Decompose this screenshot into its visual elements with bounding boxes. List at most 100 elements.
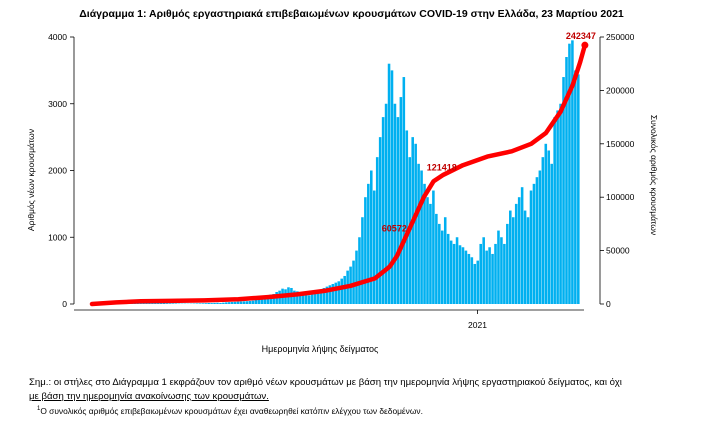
bar — [201, 303, 204, 304]
bar — [565, 57, 568, 304]
bar — [370, 170, 373, 304]
data-label: 121418 — [427, 162, 457, 172]
bar — [405, 130, 409, 304]
bar — [378, 137, 382, 305]
bar — [251, 300, 255, 304]
bar — [358, 237, 361, 304]
bar — [198, 303, 202, 304]
bar — [423, 183, 426, 304]
bar — [260, 297, 264, 304]
bar — [248, 301, 252, 304]
footnote-marker: 1 — [37, 406, 41, 413]
bar — [272, 293, 275, 304]
bar — [367, 183, 370, 304]
bar — [174, 303, 178, 304]
bar — [443, 217, 447, 304]
y-tick-label-right: 0 — [606, 299, 611, 309]
bar — [296, 291, 299, 304]
bar — [417, 163, 420, 304]
bar — [337, 281, 341, 304]
bar — [334, 282, 338, 304]
bar — [473, 263, 477, 304]
bar — [538, 170, 542, 304]
bar — [556, 110, 559, 305]
bar — [550, 163, 553, 304]
chart-note: Σημ.: οι στήλες στο Διάγραμμα 1 εκφράζου… — [29, 376, 679, 404]
bar — [316, 291, 320, 304]
bar — [464, 250, 468, 304]
bar — [304, 294, 308, 304]
data-label: 242347 — [566, 31, 596, 41]
bar — [299, 292, 302, 304]
bar — [245, 301, 249, 304]
bar — [461, 247, 465, 304]
cumulative-line — [89, 42, 588, 307]
x-axis-label: Ημερομηνία λήψης δείγματος — [261, 344, 379, 354]
bar — [446, 233, 450, 304]
bar — [482, 237, 485, 304]
bar — [254, 300, 258, 304]
bar — [228, 302, 231, 304]
bar — [476, 260, 480, 304]
bar — [222, 302, 225, 304]
bar — [429, 203, 432, 305]
bar — [160, 302, 163, 304]
y-tick-label-left: 4000 — [48, 32, 67, 42]
bar — [355, 250, 358, 304]
bar — [242, 301, 246, 304]
footnote: 1Ο συνολικός αριθμός επιβεβαιωμένων κρου… — [37, 406, 687, 416]
bar — [213, 302, 216, 304]
bar — [257, 298, 261, 304]
bar — [319, 289, 323, 304]
bar — [449, 240, 453, 304]
bar — [529, 190, 533, 304]
bar — [553, 117, 556, 304]
bar — [494, 243, 497, 304]
bar — [381, 117, 385, 304]
bar — [325, 286, 329, 304]
bar — [293, 290, 296, 304]
bar — [432, 190, 435, 304]
bar — [467, 253, 471, 304]
bar — [171, 303, 175, 304]
y-tick-label-left: 3000 — [48, 99, 67, 109]
bar — [497, 230, 500, 304]
bar — [328, 285, 332, 304]
bar — [532, 183, 536, 304]
bar — [514, 203, 518, 305]
bar — [491, 253, 494, 304]
bar — [216, 302, 219, 304]
y-tick-label-left: 0 — [62, 299, 67, 309]
bar — [541, 157, 545, 304]
bar — [393, 103, 397, 304]
bar — [239, 301, 243, 304]
bar — [168, 303, 172, 304]
bar — [340, 278, 343, 304]
data-label: 60572 — [382, 223, 407, 233]
bar — [266, 295, 270, 304]
chart-title: Διάγραμμα 1: Αριθμός εργαστηριακά επιβεβ… — [79, 8, 624, 20]
bar — [225, 302, 228, 304]
bar — [310, 293, 314, 304]
bar — [544, 143, 548, 304]
bar — [479, 243, 482, 304]
bar — [236, 301, 240, 304]
bar — [207, 303, 210, 304]
bar — [375, 157, 379, 304]
bar — [387, 63, 391, 305]
bar — [523, 210, 527, 304]
y-tick-label-right: 50000 — [606, 246, 630, 256]
bar — [571, 40, 574, 305]
bar — [511, 217, 515, 304]
bar — [263, 295, 267, 304]
bar — [547, 150, 551, 304]
bar — [402, 77, 406, 304]
bar — [396, 117, 400, 304]
bar — [343, 275, 346, 304]
bar — [269, 294, 273, 304]
y-tick-label-right: 250000 — [606, 32, 635, 42]
bar — [500, 237, 503, 304]
bar — [455, 237, 459, 304]
y-tick-label-right: 150000 — [606, 139, 635, 149]
